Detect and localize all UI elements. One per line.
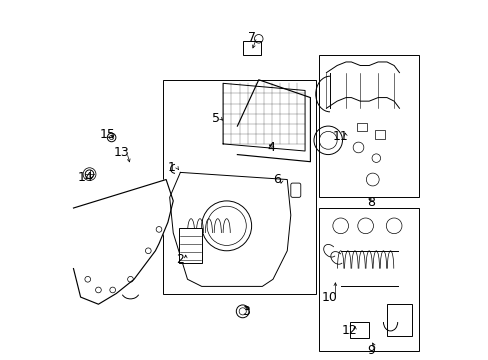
Text: 9: 9 (366, 344, 374, 357)
Text: 10: 10 (322, 291, 337, 303)
Text: 8: 8 (366, 196, 374, 209)
Bar (356, 122, 366, 131)
Polygon shape (169, 172, 290, 287)
Text: 14: 14 (78, 171, 94, 184)
Text: 7: 7 (247, 31, 255, 44)
Text: 15: 15 (99, 129, 115, 141)
Text: 12: 12 (341, 324, 357, 337)
Bar (386, 304, 411, 336)
Text: 3: 3 (242, 305, 250, 318)
Text: 13: 13 (114, 146, 129, 159)
Bar (349, 322, 368, 338)
Text: 4: 4 (267, 141, 275, 154)
FancyBboxPatch shape (290, 183, 300, 197)
Text: 2: 2 (176, 253, 184, 266)
Text: 5: 5 (212, 112, 220, 125)
Text: 6: 6 (272, 173, 280, 186)
Bar (319, 55, 418, 197)
Bar (162, 80, 315, 293)
Polygon shape (73, 180, 173, 304)
Bar (374, 130, 385, 139)
Bar (178, 228, 202, 263)
Text: 11: 11 (332, 130, 348, 143)
Bar (242, 41, 260, 55)
Text: 1: 1 (167, 161, 175, 174)
Bar (319, 208, 418, 351)
